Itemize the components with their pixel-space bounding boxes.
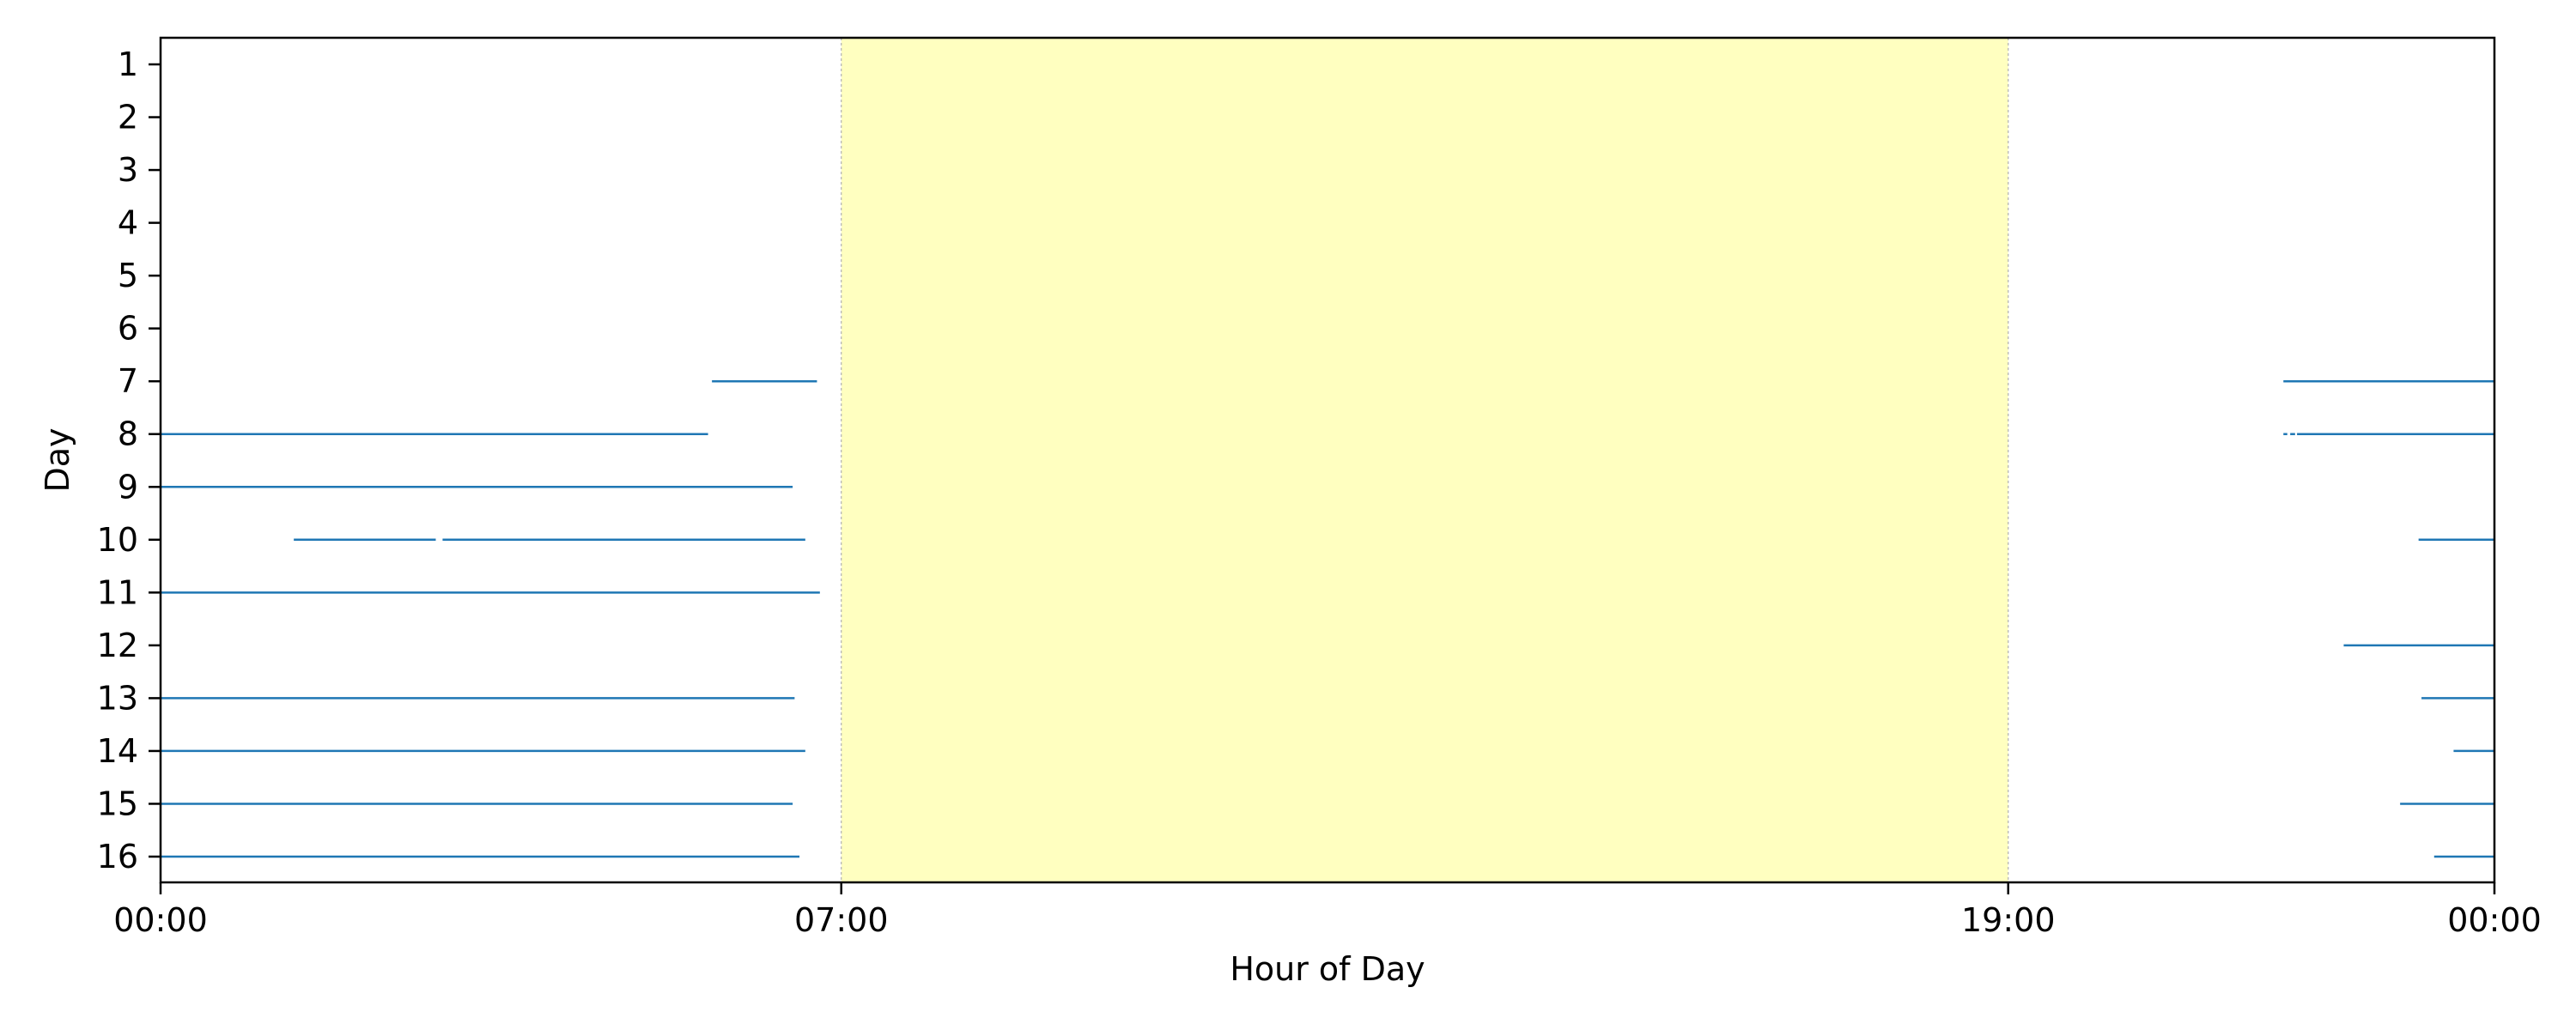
y-tick-label: 16 <box>97 838 138 876</box>
sleep-segments <box>161 379 2494 858</box>
x-tick-label: 00:00 <box>113 901 208 939</box>
plot-frame <box>159 36 2496 884</box>
y-tick-label: 1 <box>118 45 138 83</box>
y-tick-label: 11 <box>97 573 138 611</box>
x-tick-label: 00:00 <box>2447 901 2542 939</box>
x-tick-label: 19:00 <box>1961 901 2056 939</box>
y-tick-label: 14 <box>97 732 138 770</box>
daytime-band <box>841 38 2008 882</box>
daytime-band-edges <box>841 38 2009 882</box>
y-tick-label: 13 <box>97 679 138 717</box>
y-tick-label: 12 <box>97 627 138 664</box>
plot-area <box>159 36 2496 884</box>
y-tick-label: 15 <box>97 785 138 822</box>
y-tick-label: 6 <box>118 310 138 348</box>
y-tick-label: 8 <box>118 415 138 453</box>
y-tick-label: 2 <box>118 99 138 136</box>
y-axis-title: Day <box>39 427 76 492</box>
x-tick-label: 07:00 <box>794 901 889 939</box>
y-tick-label: 4 <box>118 204 138 242</box>
x-axis-title: Hour of Day <box>1230 950 1425 988</box>
y-tick-label: 3 <box>118 151 138 189</box>
y-tick-label: 9 <box>118 468 138 506</box>
y-tick-label: 7 <box>118 362 138 400</box>
y-tick-label: 10 <box>97 521 138 559</box>
x-axis: 00:00 07:00 19:00 00:00 <box>113 882 2542 939</box>
y-tick-label: 5 <box>118 257 138 294</box>
